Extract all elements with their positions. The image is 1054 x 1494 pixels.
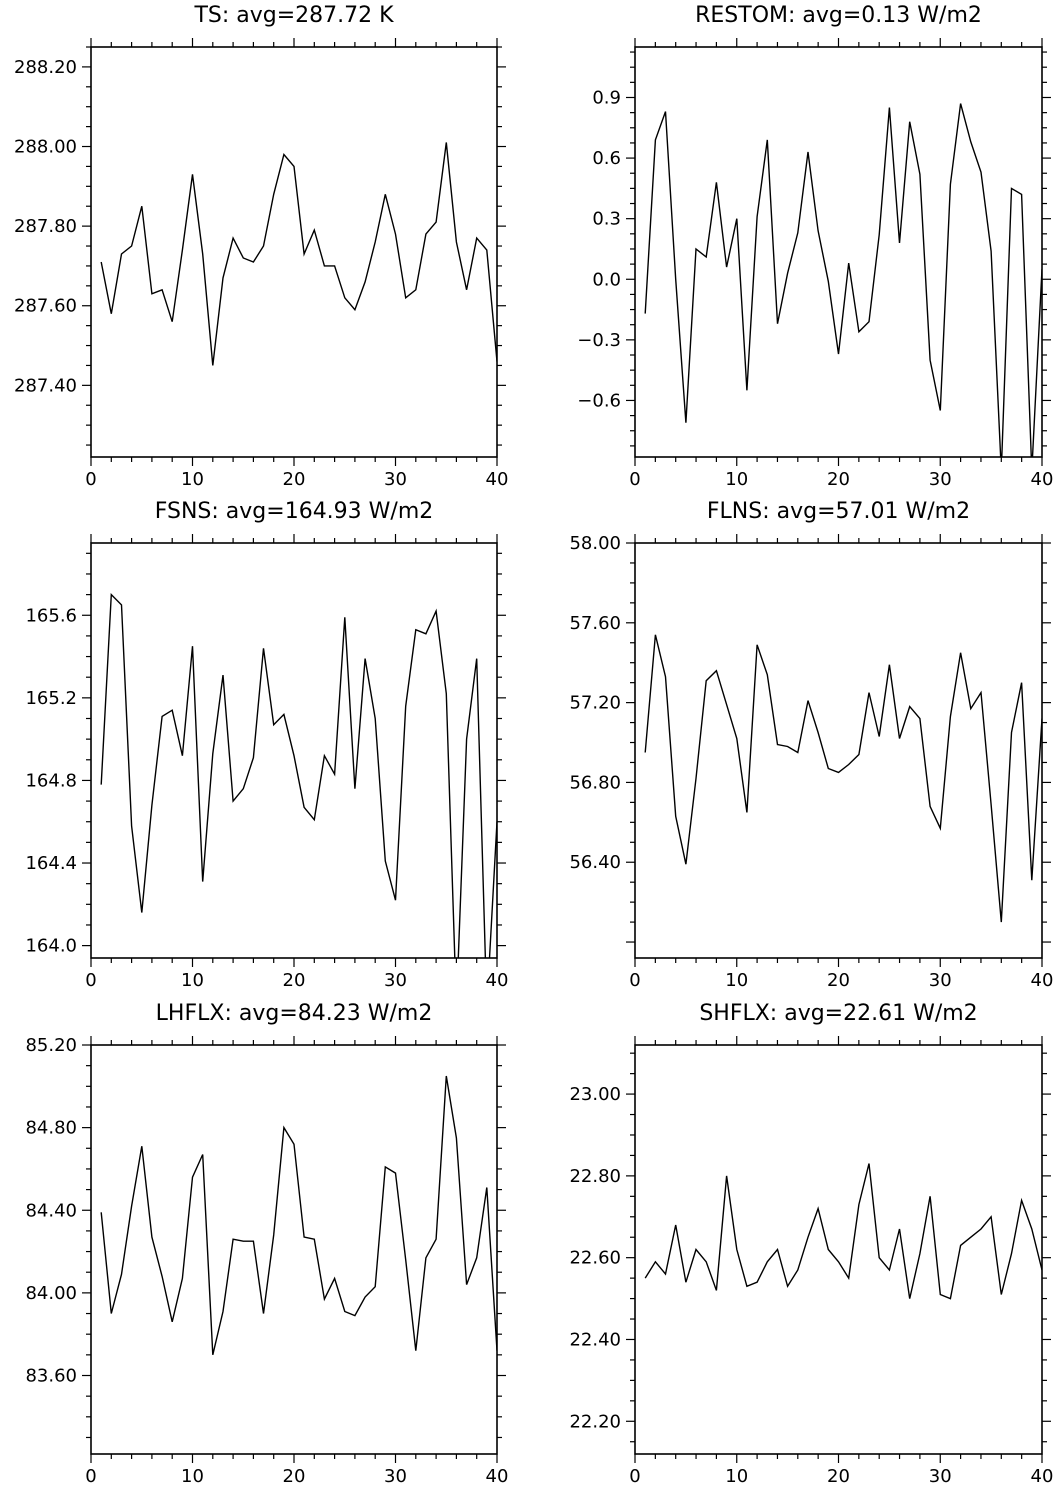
x-tick-label: 0 [629, 970, 640, 991]
x-tick-label: 20 [827, 1466, 850, 1487]
x-tick-label: 30 [384, 469, 407, 490]
series-line [644, 103, 1042, 457]
panel-5: LHFLX: avg=84.23 W/m2 0 10 20 30 40 83.60 84.00… [25, 1001, 508, 1487]
y-tick-label: 164.8 [25, 770, 77, 791]
x-tick-label: 30 [929, 1466, 952, 1487]
x-tick-label: 20 [827, 469, 850, 490]
y-tick-label: 23.00 [569, 1084, 621, 1105]
panel-3: FSNS: avg=164.93 W/m2 0 10 20 30 40 164.0 164.4… [25, 499, 509, 991]
x-tick-label: 0 [629, 1466, 640, 1487]
plot-frame [90, 542, 498, 959]
x-tick-label: 40 [1031, 970, 1054, 991]
x-tick-label: 40 [486, 1466, 509, 1487]
series-line [100, 1075, 497, 1355]
y-tick-label: 165.6 [25, 605, 77, 626]
y-tick-label: −0.3 [577, 330, 621, 351]
x-tick-label: 0 [85, 1466, 96, 1487]
y-tick-label: 22.80 [569, 1166, 621, 1187]
y-tick-label: 57.20 [569, 693, 621, 714]
x-tick-label: 10 [725, 469, 748, 490]
y-tick-label: 0.9 [592, 87, 621, 108]
x-tick-label: 10 [725, 1466, 748, 1487]
x-tick-label: 10 [181, 970, 204, 991]
panel-2: RESTOM: avg=0.13 W/m2 0 10 20 30 40 −0.6 −0.3 0.… [577, 3, 1053, 490]
x-tick-label: 0 [85, 970, 96, 991]
x-tick-label: 40 [1031, 1466, 1054, 1487]
y-tick-label: 56.40 [569, 852, 621, 873]
panel-title: TS: avg=287.72 K [193, 3, 394, 28]
x-tick-label: 10 [181, 469, 204, 490]
y-tick-label: 57.60 [569, 613, 621, 634]
y-tick-label: 0.6 [592, 148, 621, 169]
y-tick-label: 287.80 [14, 216, 77, 237]
y-tick-label: 22.60 [569, 1248, 621, 1269]
y-tick-label: 84.80 [25, 1118, 77, 1139]
y-tick-label: 84.00 [25, 1283, 77, 1304]
y-tick-label: 85.20 [25, 1035, 77, 1056]
x-tick-label: 40 [486, 970, 509, 991]
series-line [644, 634, 1042, 923]
y-tick-label: 165.2 [25, 688, 77, 709]
series-line [644, 1163, 1042, 1300]
x-tick-label: 40 [1031, 469, 1054, 490]
panel-title: FLNS: avg=57.01 W/m2 [707, 499, 970, 524]
y-tick-label: 84.40 [25, 1200, 77, 1221]
x-tick-label: 0 [85, 469, 96, 490]
x-tick-label: 20 [283, 469, 306, 490]
y-tick-label: 164.0 [25, 936, 77, 957]
x-tick-label: 20 [827, 970, 850, 991]
y-tick-label: 83.60 [25, 1366, 77, 1387]
plot-frame [90, 46, 498, 458]
y-tick-label: 22.20 [569, 1411, 621, 1432]
x-tick-label: 30 [929, 469, 952, 490]
y-tick-label: 0.3 [592, 209, 621, 230]
x-tick-label: 10 [725, 970, 748, 991]
plot-frame [634, 542, 1043, 959]
panel-title: FSNS: avg=164.93 W/m2 [155, 499, 434, 524]
x-tick-label: 30 [384, 970, 407, 991]
x-tick-label: 0 [629, 469, 640, 490]
x-tick-label: 10 [181, 1466, 204, 1487]
x-tick-label: 40 [486, 469, 509, 490]
panel-6: SHFLX: avg=22.61 W/m2 0 10 20 30 40 22.20 22.40… [569, 1001, 1053, 1487]
panel-1: TS: avg=287.72 K 0 10 20 30 40 287.40 287.60 287… [14, 3, 508, 490]
y-tick-label: 22.40 [569, 1329, 621, 1350]
y-tick-label: 56.80 [569, 772, 621, 793]
y-tick-label: 287.40 [14, 375, 77, 396]
series-line [100, 592, 497, 958]
series-line [100, 142, 497, 366]
y-tick-label: 58.00 [569, 533, 621, 554]
y-tick-label: 288.20 [14, 57, 77, 78]
y-tick-label: 288.00 [14, 137, 77, 158]
x-tick-label: 30 [929, 970, 952, 991]
panel-title: LHFLX: avg=84.23 W/m2 [156, 1001, 433, 1026]
panel-title: SHFLX: avg=22.61 W/m2 [699, 1001, 977, 1026]
panel-title: RESTOM: avg=0.13 W/m2 [695, 3, 982, 28]
y-tick-label: 164.4 [25, 853, 77, 874]
x-tick-label: 30 [384, 1466, 407, 1487]
y-tick-label: 0.0 [592, 269, 621, 290]
x-tick-label: 20 [283, 1466, 306, 1487]
plot-frame [90, 1044, 498, 1455]
panel-4: FLNS: avg=57.01 W/m2 0 10 20 30 40 56.40 56.80 5… [569, 499, 1053, 991]
y-tick-label: 287.60 [14, 296, 77, 317]
x-tick-label: 20 [283, 970, 306, 991]
y-tick-label: −0.6 [577, 390, 621, 411]
